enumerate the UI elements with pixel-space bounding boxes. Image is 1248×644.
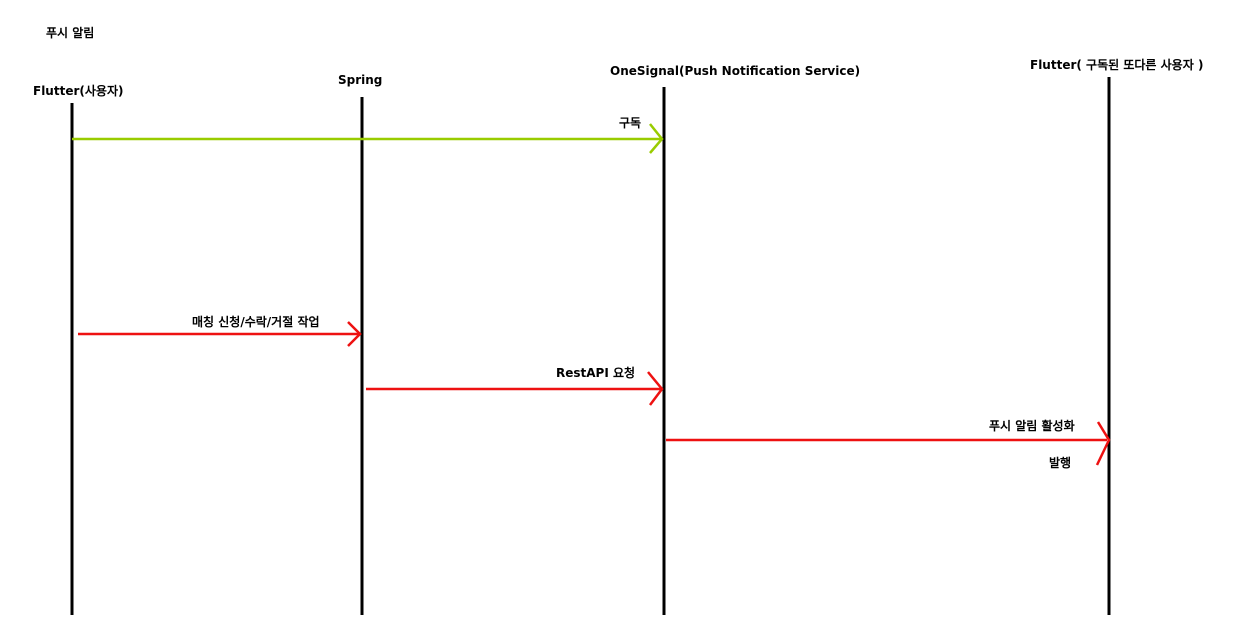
message-label-restapi: RestAPI 요청 bbox=[556, 366, 636, 380]
message-label-publish: 발행 bbox=[1049, 456, 1072, 470]
message-subscribe-arrow bbox=[72, 123, 664, 154]
diagram-title: 푸시 알림 bbox=[46, 26, 95, 40]
message-matching-arrow bbox=[78, 321, 362, 347]
message-label-push: 푸시 알림 활성화 bbox=[989, 419, 1075, 433]
participant-label-onesignal: OneSignal(Push Notification Service) bbox=[610, 64, 861, 78]
participant-label-flutter-other: Flutter( 구독된 또다른 사용자 ) bbox=[1030, 58, 1204, 72]
message-label-subscribe: 구독 bbox=[619, 116, 642, 130]
participant-label-flutter-user: Flutter(사용자) bbox=[33, 84, 124, 98]
message-restapi-arrow bbox=[366, 371, 664, 406]
participant-label-spring: Spring bbox=[338, 73, 383, 87]
message-push-arrow bbox=[666, 421, 1111, 466]
message-label-matching: 매칭 신청/수락/거절 작업 bbox=[192, 315, 320, 329]
